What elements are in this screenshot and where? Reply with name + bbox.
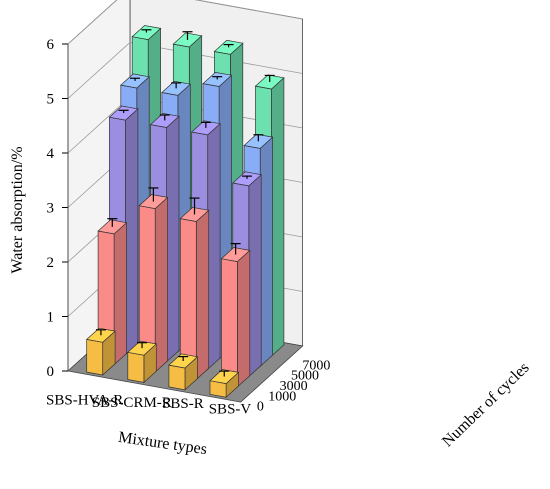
y-axis-ticks: 0 1 2 3 4 5 6 bbox=[47, 37, 69, 380]
z-tick-label: 5000 bbox=[291, 369, 319, 384]
bar-top bbox=[213, 39, 244, 55]
bar-top bbox=[179, 207, 210, 222]
bar-top bbox=[131, 25, 162, 40]
y-tick-label: 0 bbox=[47, 364, 55, 380]
z-tick-label: 3000 bbox=[280, 379, 308, 394]
bar-side bbox=[248, 173, 262, 378]
bar-top bbox=[190, 120, 221, 136]
y-tick-label: 3 bbox=[47, 201, 55, 217]
bar-front bbox=[127, 351, 145, 383]
bar bbox=[85, 327, 116, 376]
bar bbox=[127, 340, 158, 384]
y-tick-label: 5 bbox=[47, 92, 55, 108]
grid-line bbox=[67, 0, 303, 45]
bar-front bbox=[221, 258, 238, 388]
bar-side bbox=[166, 115, 180, 363]
bar-front bbox=[86, 338, 104, 376]
x-tick-label: SBS-HVA-R bbox=[46, 392, 123, 408]
grid-line bbox=[67, 41, 303, 99]
chart-bars bbox=[85, 25, 285, 398]
z-tick-label: 0 bbox=[257, 400, 264, 415]
bar-side bbox=[207, 122, 221, 370]
bar-top bbox=[232, 171, 262, 187]
z-axis-title: Number of cycles bbox=[439, 359, 533, 450]
bar bbox=[138, 187, 169, 373]
bar-side bbox=[271, 77, 285, 357]
y-tick-label: 4 bbox=[47, 146, 55, 162]
y-tick-label: 2 bbox=[47, 255, 55, 271]
bar-top bbox=[202, 72, 233, 87]
x-tick-label: SBS-R bbox=[162, 396, 204, 412]
z-tick-label: 1000 bbox=[268, 389, 296, 404]
bar bbox=[209, 369, 240, 398]
x-axis-title: Mixture types bbox=[117, 429, 208, 458]
z-tick-label: 7000 bbox=[302, 358, 330, 373]
y-axis-title: Water absorption/% bbox=[9, 146, 26, 273]
bar-top bbox=[243, 133, 274, 149]
bar-side bbox=[113, 221, 127, 366]
x-tick-label: SBS-CRM-R bbox=[92, 395, 172, 411]
bar-side bbox=[259, 136, 273, 368]
bar-side bbox=[237, 249, 251, 388]
bar-top bbox=[127, 340, 158, 356]
bar-side bbox=[125, 108, 139, 356]
y-tick-label: 1 bbox=[47, 310, 55, 326]
bar-front bbox=[168, 364, 186, 391]
bar bbox=[168, 353, 199, 391]
bar-side bbox=[195, 209, 210, 381]
bar-top bbox=[220, 247, 251, 262]
y-tick-label: 6 bbox=[47, 37, 55, 53]
bar bbox=[220, 243, 251, 388]
bar-top bbox=[172, 32, 203, 48]
bar-top bbox=[149, 113, 180, 128]
bar bbox=[179, 197, 210, 381]
x-tick-label: SBS-V bbox=[209, 402, 252, 418]
bar-top bbox=[108, 105, 139, 121]
bar-top bbox=[209, 369, 240, 384]
bar-side bbox=[154, 196, 168, 373]
